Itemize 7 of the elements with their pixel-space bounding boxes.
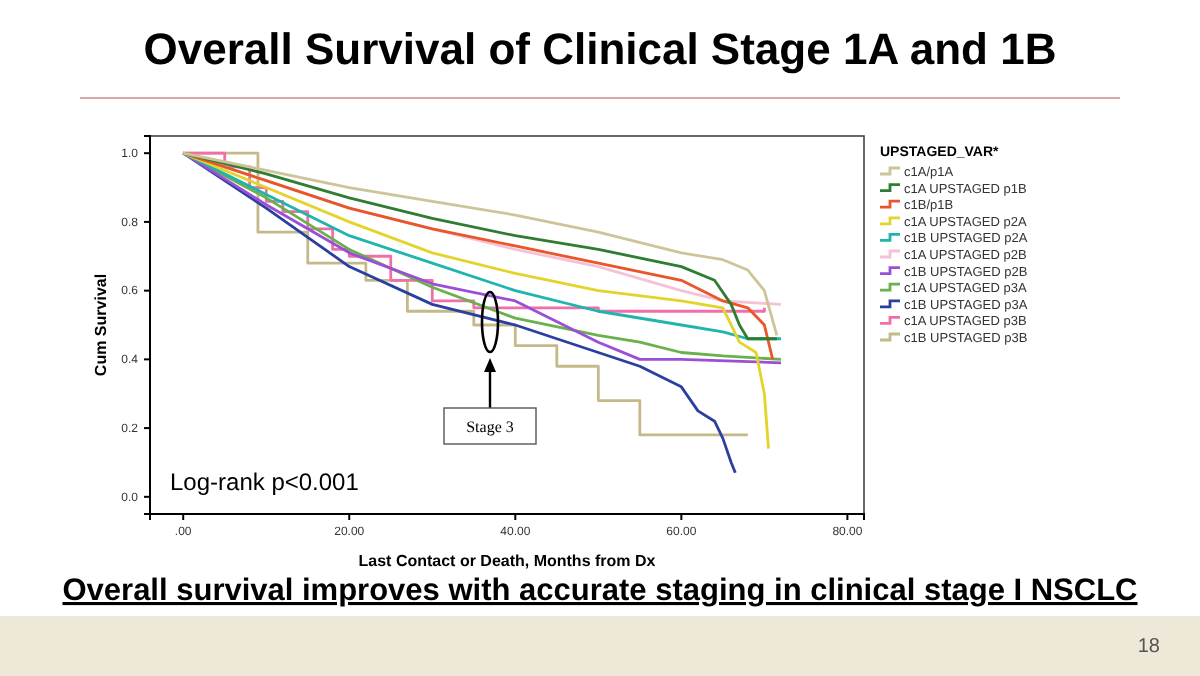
annotation: Log-rank p<0.001 bbox=[170, 468, 360, 496]
y-axis-title: Cum Survival bbox=[92, 273, 110, 377]
text: 18 bbox=[1137, 636, 1161, 658]
x-axis-title: Last Contact or Death, Months from Dx bbox=[358, 552, 657, 570]
chart-title: Overall Survival of Clinical Stage 1A and 1B bbox=[143, 24, 1057, 74]
text: Overall survival improves with accurate staging in clinical stage I NSCLC bbox=[62, 574, 1138, 608]
annotation: Stage 3 bbox=[466, 418, 514, 436]
